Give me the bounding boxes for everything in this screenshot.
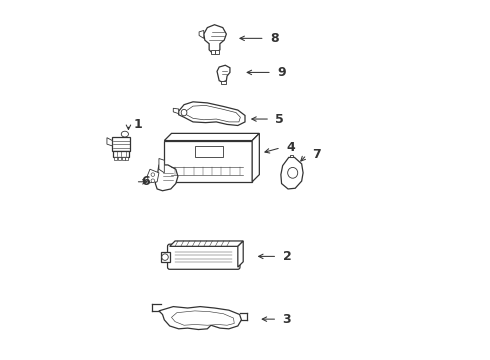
Polygon shape [221, 81, 225, 84]
Text: 8: 8 [270, 32, 279, 45]
Polygon shape [161, 252, 170, 262]
Text: 2: 2 [283, 250, 292, 263]
Text: 5: 5 [275, 113, 284, 126]
Polygon shape [290, 155, 294, 157]
Polygon shape [164, 140, 252, 182]
Polygon shape [118, 157, 121, 160]
Polygon shape [113, 151, 129, 157]
Polygon shape [164, 134, 259, 140]
Polygon shape [211, 50, 215, 54]
Ellipse shape [151, 173, 155, 176]
Ellipse shape [151, 179, 155, 183]
Ellipse shape [122, 131, 128, 137]
Polygon shape [172, 311, 234, 325]
Text: 9: 9 [277, 66, 286, 79]
Polygon shape [215, 50, 219, 54]
Polygon shape [122, 157, 124, 160]
Polygon shape [173, 108, 179, 114]
Polygon shape [155, 165, 178, 191]
Polygon shape [204, 25, 226, 53]
Text: 3: 3 [283, 312, 291, 326]
Polygon shape [217, 65, 230, 82]
Polygon shape [107, 138, 112, 146]
Polygon shape [238, 241, 243, 267]
Polygon shape [147, 169, 159, 183]
Polygon shape [179, 102, 245, 126]
Polygon shape [252, 134, 259, 182]
Ellipse shape [162, 254, 168, 260]
Polygon shape [170, 241, 243, 246]
Polygon shape [159, 307, 242, 329]
Polygon shape [115, 157, 117, 160]
Bar [195, 145, 223, 157]
Polygon shape [199, 31, 204, 39]
Polygon shape [159, 158, 164, 173]
Polygon shape [125, 157, 128, 160]
FancyBboxPatch shape [168, 244, 240, 269]
Ellipse shape [181, 109, 187, 116]
Polygon shape [281, 157, 303, 189]
Text: 1: 1 [134, 118, 143, 131]
Ellipse shape [288, 167, 298, 178]
Text: 4: 4 [286, 141, 295, 154]
Text: 7: 7 [312, 148, 321, 161]
Polygon shape [186, 105, 240, 122]
Text: 6: 6 [141, 175, 149, 188]
Polygon shape [112, 137, 130, 151]
